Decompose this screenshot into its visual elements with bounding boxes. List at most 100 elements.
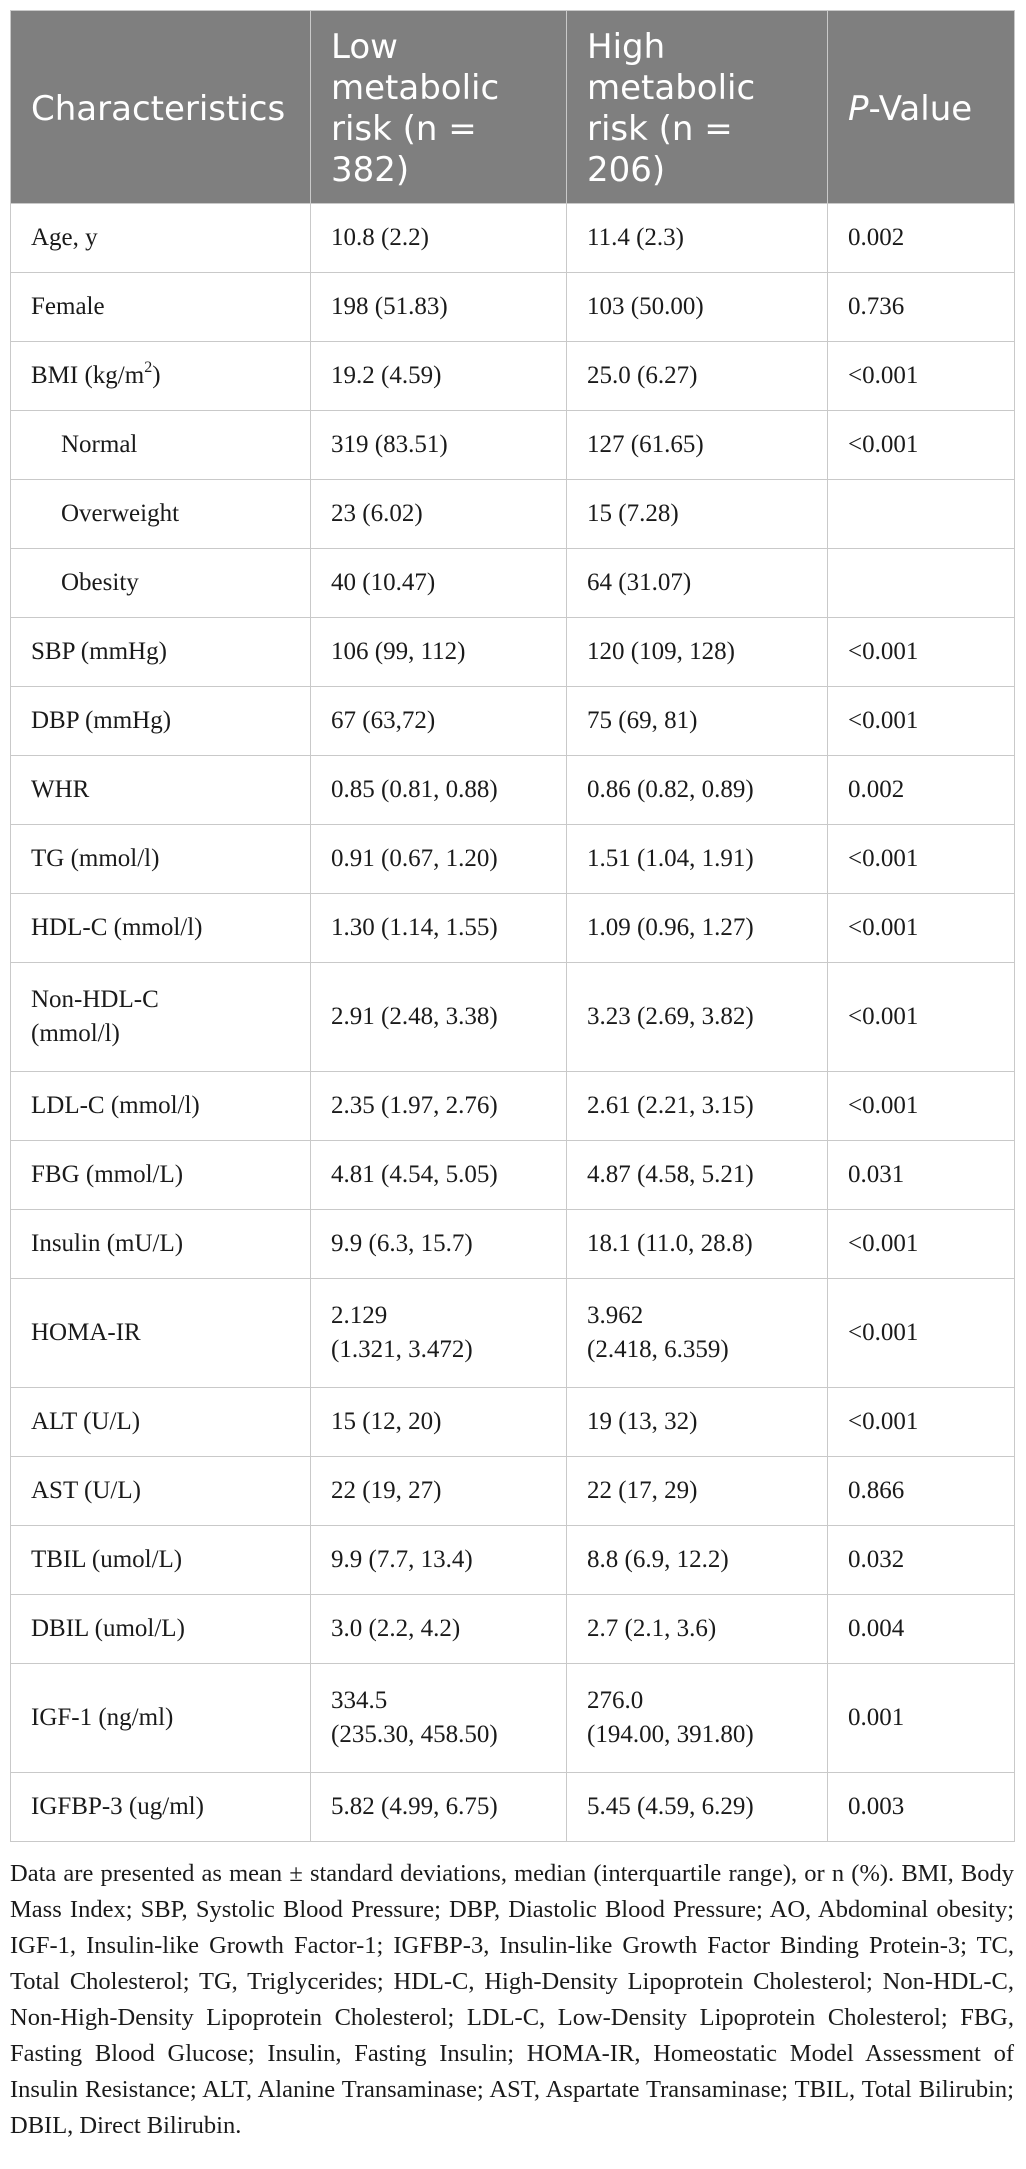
- cell-p: <0.001: [827, 1071, 1015, 1141]
- table-row: BMI (kg/m2) 19.2 (4.59) 25.0 (6.27) <0.0…: [10, 341, 1015, 411]
- row-label: Non-HDL-C (mmol/l): [10, 962, 311, 1072]
- header-high-line-1: High: [587, 27, 666, 67]
- cell-low: 10.8 (2.2): [310, 203, 567, 273]
- row-label: TG (mmol/l): [10, 824, 311, 894]
- row-label: ALT (U/L): [10, 1387, 311, 1457]
- cell-low: 2.129 (1.321, 3.472): [310, 1278, 567, 1388]
- row-label: Obesity: [10, 548, 311, 618]
- table-row: Non-HDL-C (mmol/l) 2.91 (2.48, 3.38) 3.23…: [10, 962, 1015, 1072]
- cell-p: <0.001: [827, 1209, 1015, 1279]
- cell-high-line-2: (194.00, 391.80): [587, 1721, 754, 1748]
- cell-p: <0.001: [827, 1387, 1015, 1457]
- cell-low: 334.5 (235.30, 458.50): [310, 1663, 567, 1773]
- row-label-superscript: 2: [144, 358, 153, 376]
- cell-p: 0.004: [827, 1594, 1015, 1664]
- header-high-line-3: risk (n = 206): [587, 109, 733, 190]
- table-row: DBP (mmHg) 67 (63,72) 75 (69, 81) <0.001: [10, 686, 1015, 756]
- cell-high: 15 (7.28): [566, 479, 828, 549]
- cell-low: 67 (63,72): [310, 686, 567, 756]
- table-row: Normal 319 (83.51) 127 (61.65) <0.001: [10, 410, 1015, 480]
- cell-high-line-2: (2.418, 6.359): [587, 1336, 729, 1363]
- cell-p: <0.001: [827, 893, 1015, 963]
- cell-high: 3.962 (2.418, 6.359): [566, 1278, 828, 1388]
- row-label: AST (U/L): [10, 1456, 311, 1526]
- cell-high: 11.4 (2.3): [566, 203, 828, 273]
- table-row: TBIL (umol/L) 9.9 (7.7, 13.4) 8.8 (6.9, …: [10, 1525, 1015, 1595]
- table-footnote: Data are presented as mean ± standard de…: [10, 1860, 1014, 2139]
- cell-low: 4.81 (4.54, 5.05): [310, 1140, 567, 1210]
- table-row: AST (U/L) 22 (19, 27) 22 (17, 29) 0.866: [10, 1456, 1015, 1526]
- row-label: FBG (mmol/L): [10, 1140, 311, 1210]
- cell-high: 3.23 (2.69, 3.82): [566, 962, 828, 1072]
- cell-p: 0.001: [827, 1663, 1015, 1773]
- cell-p: [827, 479, 1015, 549]
- cell-p: 0.002: [827, 755, 1015, 825]
- cell-high: 103 (50.00): [566, 272, 828, 342]
- header-characteristics: Characteristics: [10, 10, 311, 204]
- cell-low-line-2: (1.321, 3.472): [331, 1336, 473, 1363]
- row-label: IGFBP-3 (ug/ml): [10, 1772, 311, 1842]
- table-row: Female 198 (51.83) 103 (50.00) 0.736: [10, 272, 1015, 342]
- row-label: DBIL (umol/L): [10, 1594, 311, 1664]
- header-p-value: P-Value: [827, 10, 1015, 204]
- header-low-line-1: Low: [331, 27, 398, 67]
- cell-low-line-1: 334.5: [331, 1687, 388, 1714]
- table-row: FBG (mmol/L) 4.81 (4.54, 5.05) 4.87 (4.5…: [10, 1140, 1015, 1210]
- cell-high-line-1: 276.0: [587, 1687, 644, 1714]
- table-row: IGF-1 (ng/ml) 334.5 (235.30, 458.50) 276.…: [10, 1663, 1015, 1773]
- row-label-end: ): [152, 362, 161, 389]
- cell-high: 75 (69, 81): [566, 686, 828, 756]
- cell-high: 276.0 (194.00, 391.80): [566, 1663, 828, 1773]
- cell-high: 22 (17, 29): [566, 1456, 828, 1526]
- row-label: LDL-C (mmol/l): [10, 1071, 311, 1141]
- cell-low: 22 (19, 27): [310, 1456, 567, 1526]
- table-row: IGFBP-3 (ug/ml) 5.82 (4.99, 6.75) 5.45 (…: [10, 1772, 1015, 1842]
- cell-high: 2.7 (2.1, 3.6): [566, 1594, 828, 1664]
- table-container: Characteristics Low metabolic risk (n = …: [10, 10, 1015, 2169]
- cell-low: 1.30 (1.14, 1.55): [310, 893, 567, 963]
- row-label: Age, y: [10, 203, 311, 273]
- cell-low: 9.9 (6.3, 15.7): [310, 1209, 567, 1279]
- row-label-line-1: Non-HDL-C: [31, 986, 159, 1013]
- cell-high: 2.61 (2.21, 3.15): [566, 1071, 828, 1141]
- row-label: Insulin (mU/L): [10, 1209, 311, 1279]
- header-high-risk: High metabolic risk (n = 206): [566, 10, 828, 204]
- header-low-risk: Low metabolic risk (n = 382): [310, 10, 567, 204]
- cell-high: 64 (31.07): [566, 548, 828, 618]
- table-header-row: Characteristics Low metabolic risk (n = …: [10, 10, 1015, 204]
- row-label: IGF-1 (ng/ml): [10, 1663, 311, 1773]
- cell-low-line-1: 2.129: [331, 1302, 388, 1329]
- cell-low: 15 (12, 20): [310, 1387, 567, 1457]
- cell-low: 9.9 (7.7, 13.4): [310, 1525, 567, 1595]
- cell-p: 0.003: [827, 1772, 1015, 1842]
- cell-low: 23 (6.02): [310, 479, 567, 549]
- header-p-rest: -Value: [868, 88, 973, 129]
- cell-high: 25.0 (6.27): [566, 341, 828, 411]
- cell-p: 0.032: [827, 1525, 1015, 1595]
- cell-high: 8.8 (6.9, 12.2): [566, 1525, 828, 1595]
- table-row: Insulin (mU/L) 9.9 (6.3, 15.7) 18.1 (11.…: [10, 1209, 1015, 1279]
- header-high-line-2: metabolic: [587, 68, 756, 108]
- cell-p: <0.001: [827, 686, 1015, 756]
- table-row: Obesity 40 (10.47) 64 (31.07): [10, 548, 1015, 618]
- row-label: WHR: [10, 755, 311, 825]
- cell-low: 3.0 (2.2, 4.2): [310, 1594, 567, 1664]
- row-label-line-2: (mmol/l): [31, 1020, 120, 1047]
- cell-high: 127 (61.65): [566, 410, 828, 480]
- cell-p: <0.001: [827, 1278, 1015, 1388]
- header-low-line-2: metabolic: [331, 68, 500, 108]
- row-label: Female: [10, 272, 311, 342]
- characteristics-table: Characteristics Low metabolic risk (n = …: [10, 10, 1015, 1842]
- cell-low: 2.91 (2.48, 3.38): [310, 962, 567, 1072]
- cell-low: 106 (99, 112): [310, 617, 567, 687]
- table-row: HOMA-IR 2.129 (1.321, 3.472) 3.962 (2.418,…: [10, 1278, 1015, 1388]
- table-row: TG (mmol/l) 0.91 (0.67, 1.20) 1.51 (1.04…: [10, 824, 1015, 894]
- row-label: HDL-C (mmol/l): [10, 893, 311, 963]
- table-row: SBP (mmHg) 106 (99, 112) 120 (109, 128) …: [10, 617, 1015, 687]
- table-row: ALT (U/L) 15 (12, 20) 19 (13, 32) <0.001: [10, 1387, 1015, 1457]
- cell-p: [827, 548, 1015, 618]
- cell-high: 4.87 (4.58, 5.21): [566, 1140, 828, 1210]
- cell-low: 0.85 (0.81, 0.88): [310, 755, 567, 825]
- table-row: Overweight 23 (6.02) 15 (7.28): [10, 479, 1015, 549]
- table-row: Age, y 10.8 (2.2) 11.4 (2.3) 0.002: [10, 203, 1015, 273]
